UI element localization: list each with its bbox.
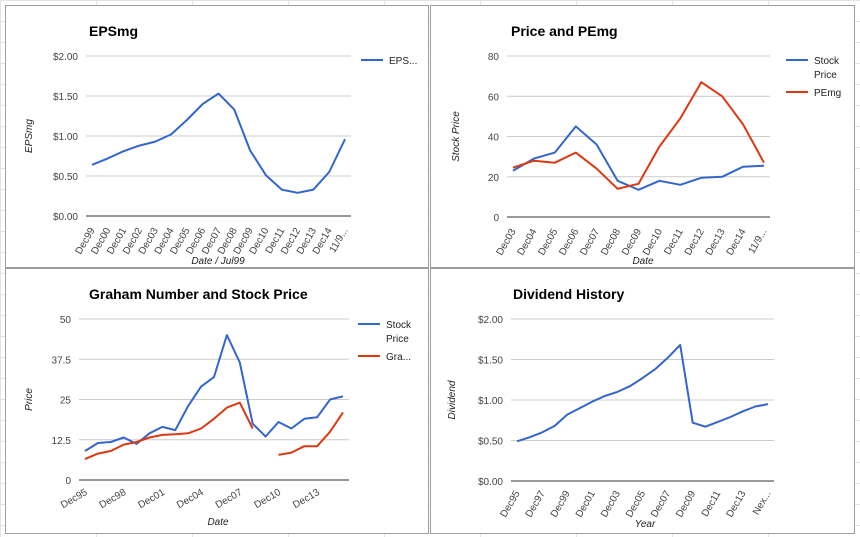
chart-price-pemg: Price and PEmg020406080Dec03Dec04Dec05De… — [451, 23, 841, 267]
y-axis-label: Price — [24, 388, 35, 411]
legend-label: Gra... — [386, 352, 411, 363]
x-tick-label: Dec04 — [175, 487, 206, 511]
series-line-stock-price — [512, 125, 765, 191]
x-tick-label: Dec09 — [674, 489, 698, 520]
y-axis-label: Stock Price — [451, 111, 462, 162]
y-tick-label: 37.5 — [52, 355, 72, 366]
y-tick-label: 20 — [488, 173, 500, 184]
x-tick-label: Dec13 — [725, 489, 749, 520]
legend-label: Stock Price — [386, 320, 412, 345]
x-tick-label: Dec97 — [524, 489, 548, 520]
x-tick-label: Dec99 — [549, 489, 573, 520]
series-line-eps — [91, 92, 346, 194]
y-axis-label: Dividend — [447, 380, 458, 419]
series-line-stock-price — [84, 334, 344, 452]
y-tick-label: $0.00 — [478, 477, 503, 488]
x-axis-label: Year — [635, 519, 656, 530]
y-tick-label: 50 — [60, 315, 72, 326]
x-axis-label: Date — [632, 256, 654, 267]
x-tick-label: Dec95 — [499, 489, 523, 520]
x-tick-label: Dec07 — [214, 487, 245, 511]
x-axis-label: Date — [207, 517, 229, 528]
chart-panel-epsmg[interactable]: EPSmg $0.00 $0.50 $1.00 $1.50 $2.00 Dec99 Dec00… — [5, 5, 429, 268]
y-tick-label: 25 — [60, 396, 72, 407]
legend-label: Stock Price — [814, 56, 840, 81]
x-tick-label: Dec03 — [599, 489, 623, 520]
chart-epsmg: EPSmg$0.00$0.50$1.00$1.50$2.00Dec99Dec00… — [24, 23, 417, 267]
chart-title: Dividend History — [513, 286, 624, 302]
y-tick-label: $1.50 — [53, 92, 78, 103]
y-tick-label: $0.50 — [53, 172, 78, 183]
y-tick-label: $0.00 — [53, 212, 78, 223]
y-tick-label: 0 — [65, 476, 71, 487]
x-tick-label: Dec01 — [574, 489, 598, 520]
series-line-gra — [84, 401, 344, 461]
x-tick-label: Dec05 — [624, 489, 648, 520]
series-line-series-1 — [516, 343, 769, 443]
x-tick-label: Dec07 — [649, 489, 673, 520]
y-axis-label: EPSmg — [24, 119, 35, 153]
y-tick-label: 40 — [488, 133, 500, 144]
chart-title: Graham Number and Stock Price — [89, 286, 308, 302]
x-tick-label: Dec01 — [136, 487, 167, 511]
x-tick-label: Dec98 — [98, 487, 129, 511]
y-tick-label: $1.00 — [478, 396, 503, 407]
chart-title: Price and PEmg — [511, 23, 618, 39]
y-tick-label: $1.00 — [53, 132, 78, 143]
series-line-pemg — [512, 81, 765, 190]
x-axis-label: Date / Jul99 — [191, 256, 245, 267]
chart-dividend-history: Dividend History $0.00 $0.50 $1.00 $1.50 $2.0… — [447, 286, 774, 530]
y-tick-label: 0 — [493, 213, 499, 224]
chart-panel-graham-number[interactable]: Graham Number and Stock Price 0 12.5 25 37.5… — [5, 268, 429, 534]
legend-label: PEmg — [814, 88, 841, 99]
x-tick-label: Dec10 — [252, 487, 283, 511]
x-tick-label: Dec14 — [725, 227, 749, 258]
x-tick-label: Dec13 — [291, 487, 322, 511]
chart-graham-number: Graham Number and Stock Price 0 12.5 25 37.5… — [24, 286, 412, 528]
x-tick-label: Dec10 — [641, 227, 665, 258]
legend-label: EPS... — [389, 56, 417, 67]
x-tick-label: Dec95 — [59, 487, 90, 511]
x-tick-label: Nex... — [751, 489, 774, 517]
y-tick-label: 80 — [488, 52, 500, 63]
x-tick-label: Dec11 — [700, 489, 724, 519]
y-tick-label: $2.00 — [53, 52, 78, 63]
y-tick-label: $0.50 — [478, 437, 503, 448]
y-tick-label: $2.00 — [478, 315, 503, 326]
y-tick-label: 60 — [488, 92, 500, 103]
chart-panel-dividend-history[interactable]: Dividend History $0.00 $0.50 $1.00 $1.50 $2.0… — [430, 268, 855, 534]
x-tick-label: 11/9... — [747, 227, 770, 256]
chart-panel-price-pemg[interactable]: Price and PEmg 0 20 40 60 80 Dec03 Dec04 Dec05 De… — [430, 5, 855, 268]
y-tick-label: 12.5 — [52, 436, 72, 447]
y-tick-label: $1.50 — [478, 356, 503, 367]
chart-title: EPSmg — [89, 23, 138, 39]
